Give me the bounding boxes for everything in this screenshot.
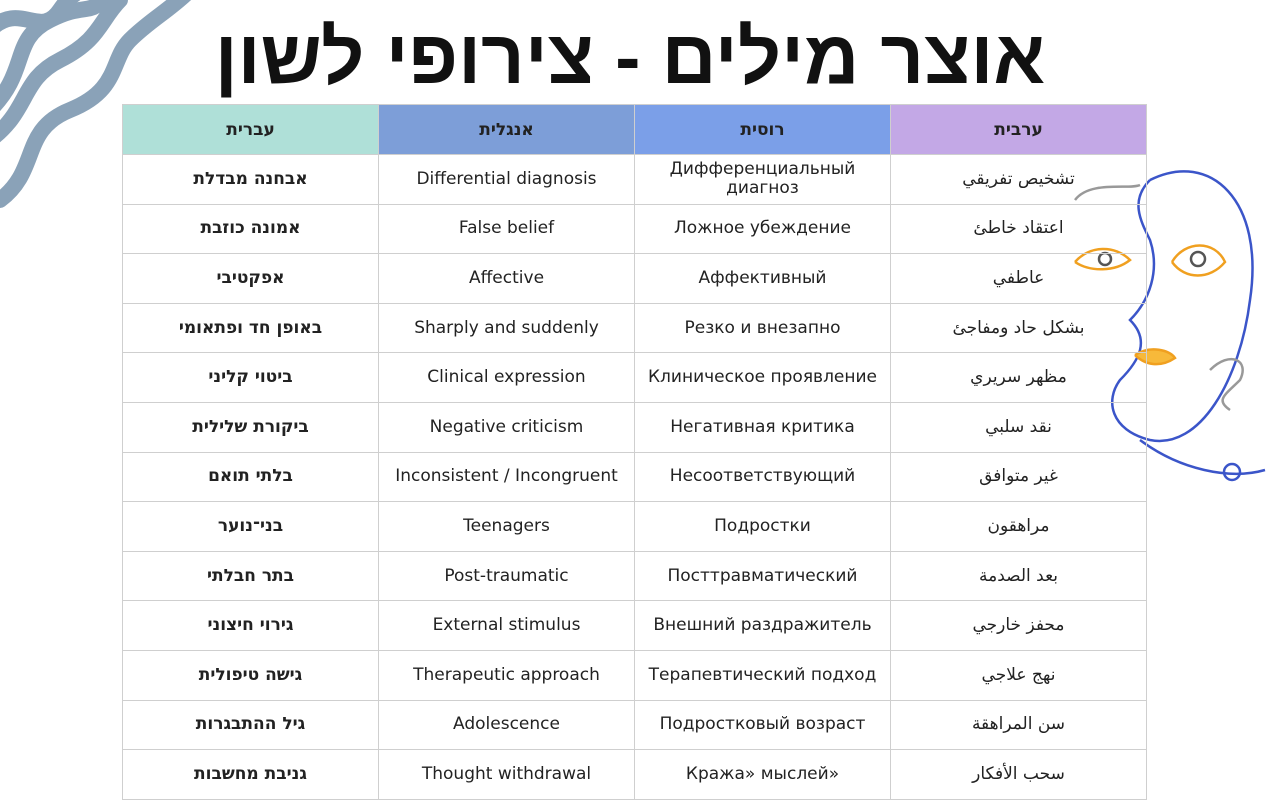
table-cell: Кража» мыслей» (634, 749, 891, 800)
table-cell: Посттравматический (634, 550, 891, 602)
table-row: באופן חד ופתאומי Sharply and suddenly Резк… (122, 302, 1147, 354)
table-cell: גיל ההתבגרות (122, 699, 379, 751)
table-row: ביקורת שלילית Negative criticism Негативна… (122, 401, 1147, 453)
table-cell: Inconsistent / Incongruent (378, 451, 635, 503)
table-cell: גניבת מחשבות (122, 749, 379, 800)
table-row: אמונה כוזבת False belief Ложное убеждение ا… (122, 203, 1147, 255)
table-cell: Дифференциальный диагноз (634, 154, 891, 205)
table-row: גיל ההתבגרות Adolescence Подростковый возр… (122, 699, 1147, 751)
table-cell: אפקטיבי (122, 253, 379, 304)
table-cell: Affective (378, 253, 635, 304)
table-cell: Adolescence (378, 699, 635, 751)
vocab-table: עברית אנגלית רוסית ערבית אבחנה מבדלת Differe… (122, 104, 1147, 800)
table-cell: בתר חבלתי (122, 550, 379, 602)
table-cell: Подростковый возраст (634, 699, 891, 751)
header-row: עברית אנגלית רוסית ערבית (122, 104, 1147, 155)
title: אוצר מילים - צירופי לשון (214, 15, 1046, 100)
table-cell: External stimulus (378, 600, 635, 651)
table-cell: تشخيص تفريقي (890, 154, 1147, 205)
table-row: אפקטיבי Affective Аффективный عاطفي (122, 253, 1147, 304)
table-cell: Sharply and suddenly (378, 302, 635, 354)
table-cell: بشكل حاد ومفاجئ (890, 302, 1147, 354)
table-cell: ביקורת שלילית (122, 401, 379, 453)
table-cell: בלתי תואם (122, 451, 379, 503)
column-header: ערבית (890, 104, 1147, 155)
table-cell: سن المراهقة (890, 699, 1147, 751)
table-cell: Ложное убеждение (634, 203, 891, 255)
column-header: רוסית (634, 104, 891, 155)
table-cell: Negative criticism (378, 401, 635, 453)
table-cell: Аффективный (634, 253, 891, 304)
table-cell: اعتقاد خاطئ (890, 203, 1147, 255)
table-cell: Differential diagnosis (378, 154, 635, 205)
table-cell: غير متوافق (890, 451, 1147, 503)
table-cell: באופן חד ופתאומי (122, 302, 379, 354)
table-cell: محفز خارجي (890, 600, 1147, 651)
table-cell: Негативная критика (634, 401, 891, 453)
table-cell: Терапевтический подход (634, 649, 891, 701)
column-header: אנגלית (378, 104, 635, 155)
table-row: אבחנה מבדלת Differential diagnosis Диффере… (122, 154, 1147, 205)
table-cell: Несоответствующий (634, 451, 891, 503)
table-cell: بعد الصدمة (890, 550, 1147, 602)
table-row: בני־נוער Teenagers Подростки مراهقون (122, 501, 1147, 552)
table-cell: Внешний раздражитель (634, 600, 891, 651)
table-cell: False belief (378, 203, 635, 255)
table-cell: مراهقون (890, 501, 1147, 552)
column-header: עברית (122, 104, 379, 155)
table-cell: Резко и внезапно (634, 302, 891, 354)
table-row: ביטוי קליני Clinical expression Клиническо… (122, 352, 1147, 403)
table-cell: مظهر سريري (890, 352, 1147, 403)
table-cell: عاطفي (890, 253, 1147, 304)
table-row: גירוי חיצוני External stimulus Внешний раз… (122, 600, 1147, 651)
table-cell: Подростки (634, 501, 891, 552)
table-cell: Thought withdrawal (378, 749, 635, 800)
table-cell: Therapeutic approach (378, 649, 635, 701)
table-cell: בני־נוער (122, 501, 379, 552)
table-row: גניבת מחשבות Thought withdrawal Кража» мыс… (122, 749, 1147, 800)
table-cell: Clinical expression (378, 352, 635, 403)
table-cell: אבחנה מבדלת (122, 154, 379, 205)
table-cell: Post-traumatic (378, 550, 635, 602)
table-cell: ביטוי קליני (122, 352, 379, 403)
table-cell: Клиническое проявление (634, 352, 891, 403)
table-cell: نهج علاجي (890, 649, 1147, 701)
table-cell: Teenagers (378, 501, 635, 552)
table-cell: גישה טיפולית (122, 649, 379, 701)
table-cell: سحب الأفكار (890, 749, 1147, 800)
table-cell: אמונה כוזבת (122, 203, 379, 255)
table-row: בלתי תואם Inconsistent / Incongruent Несоо… (122, 451, 1147, 503)
table-cell: نقد سلبي (890, 401, 1147, 453)
table-row: בתר חבלתי Post-traumatic Посттравматически… (122, 550, 1147, 602)
table-row: גישה טיפולית Therapeutic approach Терапевт… (122, 649, 1147, 701)
table-cell: גירוי חיצוני (122, 600, 379, 651)
